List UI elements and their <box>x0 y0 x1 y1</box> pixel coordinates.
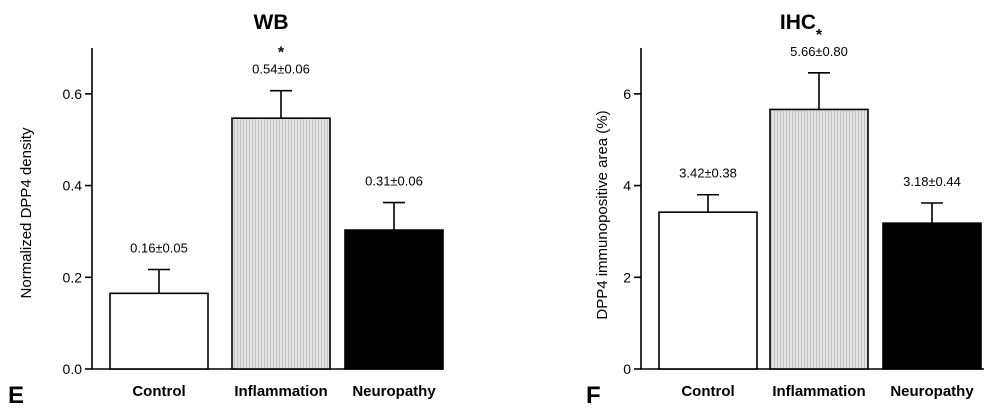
y-tick-label: 0.4 <box>63 178 83 194</box>
x-category-label: Control <box>681 383 734 400</box>
bar-neuropathy <box>344 229 444 370</box>
bar-control <box>658 211 758 370</box>
y-tick-label: 0 <box>623 361 631 377</box>
y-tick-label: 6 <box>623 86 631 102</box>
data-label: 5.66±0.80 <box>790 44 848 59</box>
data-label: 0.31±0.06 <box>365 174 423 189</box>
y-tick-label: 2 <box>623 269 631 285</box>
data-label: 3.18±0.44 <box>903 174 961 189</box>
y-tick-label: 0.0 <box>63 361 83 377</box>
x-category-label: Neuropathy <box>352 383 436 400</box>
bar-inflammation <box>231 117 331 370</box>
bar-neuropathy <box>882 222 982 370</box>
chart-ihc: IHC DPP4 immunopositive area (%) F 0246 … <box>586 11 984 409</box>
chart-wb: WB Normalized DPP4 density E 0.0 0.2 0.4 0.… <box>8 11 444 409</box>
chart-title: IHC <box>780 11 816 34</box>
data-label: 0.16±0.05 <box>130 240 188 255</box>
y-tick-label: 0.6 <box>63 86 83 102</box>
panel-label: E <box>8 382 24 409</box>
y-axis-label: DPP4 immunopositive area (%) <box>594 110 611 319</box>
data-label: 3.42±0.38 <box>679 166 737 181</box>
bar-inflammation <box>769 108 869 370</box>
chart-title: WB <box>254 11 289 34</box>
y-tick-label: 4 <box>623 178 631 194</box>
y-tick-label: 0.2 <box>63 269 83 285</box>
x-category-label: Neuropathy <box>890 383 974 400</box>
panel-label: F <box>586 382 601 409</box>
y-axis-label: Normalized DPP4 density <box>18 127 35 298</box>
significance-marker: * <box>278 45 285 62</box>
x-category-label: Control <box>132 383 185 400</box>
data-label: 0.54±0.06 <box>252 62 310 77</box>
x-category-label: Inflammation <box>772 383 865 400</box>
bar-control <box>109 292 209 370</box>
x-category-label: Inflammation <box>234 383 327 400</box>
significance-marker: * <box>816 27 823 44</box>
